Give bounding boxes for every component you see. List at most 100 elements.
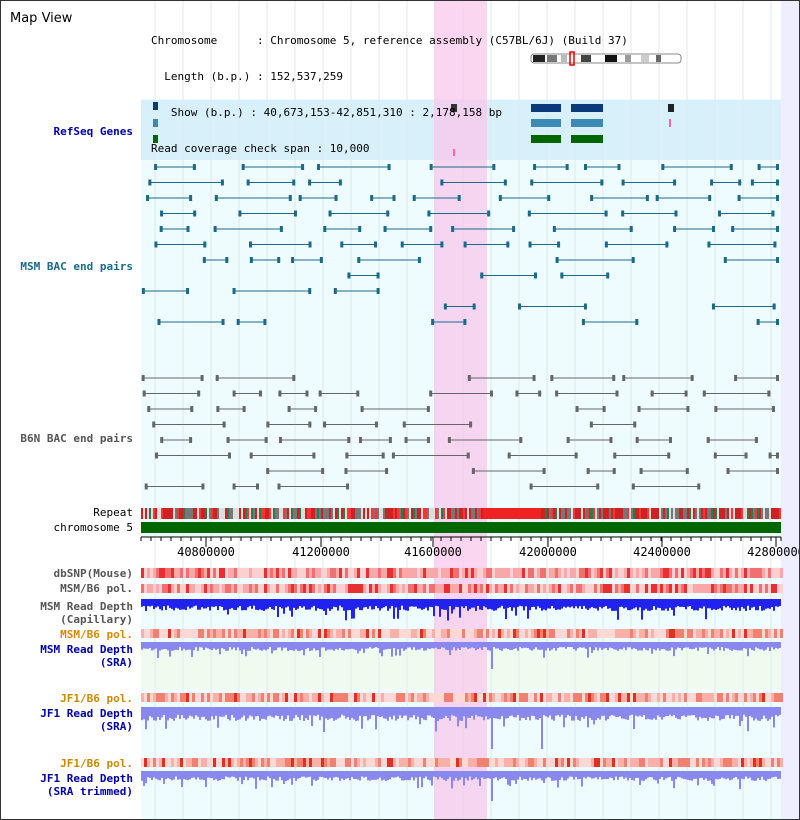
msm-b6-pol-2-cell: [375, 629, 378, 638]
track-label-msm-depth-capillary[interactable]: MSM Read Depth (Capillary): [40, 600, 133, 626]
msm-depth-capillary-bar: [291, 599, 293, 617]
msm-depth-sra-bar: [375, 642, 377, 647]
dbsnp-cell: [318, 568, 321, 578]
msm-depth-capillary-bar: [359, 599, 361, 611]
msm-bac-pair-end: [533, 272, 537, 279]
jf1-b6-pol-2-cell: [702, 758, 705, 767]
msm-b6-pol-2-cell: [546, 629, 549, 638]
msm-depth-sra-bar: [681, 642, 683, 651]
jf1-depth-trimmed-bar: [227, 771, 229, 778]
track-label-dbsnp[interactable]: dbSNP(Mouse): [53, 567, 133, 580]
track-label-jf1-b6-pol-2[interactable]: JF1/B6 pol.: [60, 757, 133, 770]
jf1-depth-sra-bar: [381, 707, 383, 717]
repeat-segment: [731, 508, 733, 519]
jf1-depth-trimmed-bar: [287, 771, 289, 781]
jf1-depth-sra-bar: [337, 707, 339, 719]
jf1-depth-sra-bar: [681, 707, 683, 716]
jf1-depth-trimmed-bar: [587, 771, 589, 777]
dbsnp-cell: [582, 568, 585, 578]
jf1-depth-sra-bar: [521, 707, 523, 718]
b6n-bac-pair-end: [255, 483, 259, 490]
msm-depth-sra-bar: [151, 642, 153, 651]
msm-depth-capillary-bar: [611, 599, 613, 611]
track-label-msm-b6-pol-2[interactable]: MSM/B6 pol.: [60, 628, 133, 641]
jf1-depth-sra-bar: [669, 707, 671, 715]
msm-depth-sra-bar: [741, 642, 743, 651]
b6n-bac-pair-end: [142, 390, 146, 397]
dbsnp-cell: [447, 568, 450, 578]
jf1-b6-pol-cell: [639, 693, 642, 702]
repeat-segment: [385, 508, 387, 519]
track-label-refseq[interactable]: RefSeq Genes: [53, 125, 133, 138]
jf1-b6-pol-2-cell: [165, 758, 168, 767]
jf1-depth-trimmed-bar: [661, 771, 663, 777]
jf1-b6-pol-2-cell: [264, 758, 267, 767]
jf1-depth-trimmed-bar: [747, 771, 749, 779]
msm-depth-capillary-bar: [315, 599, 317, 611]
jf1-b6-pol-cell: [474, 693, 477, 702]
msm-depth-capillary-bar: [733, 599, 735, 609]
jf1-depth-trimmed-bar: [297, 771, 299, 779]
dbsnp-cell: [639, 568, 642, 578]
track-label-jf1-depth-sra[interactable]: JF1 Read Depth (SRA): [40, 707, 133, 733]
msm-b6-pol-cell: [624, 584, 627, 593]
jf1-depth-trimmed-bar: [655, 771, 657, 781]
msm-b6-pol-2-cell: [744, 629, 747, 638]
msm-depth-capillary-bar: [297, 599, 299, 609]
dbsnp-cell: [459, 568, 462, 578]
track-label-jf1-b6-pol-1[interactable]: JF1/B6 pol.: [60, 692, 133, 705]
msm-b6-pol-cell: [216, 584, 219, 593]
msm-depth-capillary-bar: [751, 599, 753, 608]
msm-depth-sra-bar: [411, 642, 413, 650]
jf1-b6-pol-2-cell: [513, 758, 516, 767]
track-label-msm-depth-sra[interactable]: MSM Read Depth (SRA): [40, 643, 133, 669]
b6n-bac-pair-end: [668, 437, 672, 443]
msm-depth-sra-bar: [553, 642, 555, 648]
msm-depth-capillary-bar: [675, 599, 677, 608]
b6n-bac-pair-end: [702, 390, 706, 397]
dbsnp-cell: [162, 568, 165, 578]
msm-depth-capillary-bar: [567, 599, 569, 607]
msm-b6-pol-cell: [252, 584, 255, 593]
dbsnp-cell: [237, 568, 240, 578]
jf1-b6-pol-cell: [390, 693, 393, 702]
jf1-b6-pol-2-cell: [171, 758, 174, 767]
jf1-b6-pol-cell: [702, 693, 705, 702]
track-label-msm-bac[interactable]: MSM BAC end pairs: [20, 260, 133, 273]
repeat-segment: [429, 508, 431, 519]
jf1-depth-trimmed-bar: [393, 771, 395, 778]
repeat-segment: [709, 508, 711, 519]
msm-depth-sra-bar: [181, 642, 183, 651]
jf1-b6-pol-cell: [744, 693, 747, 702]
msm-b6-pol-cell: [498, 584, 501, 593]
repeat-segment: [599, 508, 601, 519]
msm-depth-sra-bar: [217, 642, 219, 649]
jf1-b6-pol-2-cell: [654, 758, 657, 767]
dbsnp-cell: [648, 568, 651, 578]
repeat-segment: [221, 508, 223, 519]
jf1-depth-trimmed-bar: [769, 771, 771, 779]
msm-depth-sra-bar: [419, 642, 421, 650]
repeat-segment: [257, 508, 259, 519]
jf1-depth-trimmed-bar: [275, 771, 277, 781]
msm-depth-sra-bar: [597, 642, 599, 651]
dbsnp-cell: [726, 568, 729, 578]
jf1-depth-trimmed-bar: [707, 771, 709, 781]
jf1-depth-trimmed-bar: [765, 771, 767, 781]
jf1-depth-sra-bar: [243, 707, 245, 716]
msm-bac-pair-end: [629, 226, 633, 232]
jf1-depth-sra-bar: [705, 707, 707, 718]
jf1-depth-trimmed-bar: [527, 771, 529, 781]
msm-b6-pol-cell: [504, 584, 507, 593]
track-label-jf1-depth-trimmed[interactable]: JF1 Read Depth (SRA trimmed): [40, 772, 133, 798]
b6n-bac-pair-end: [200, 375, 204, 381]
msm-depth-capillary-bar: [423, 599, 425, 609]
track-label-b6n-bac[interactable]: B6N BAC end pairs: [20, 432, 133, 445]
jf1-depth-trimmed-bar: [365, 771, 367, 777]
msm-depth-capillary-bar: [407, 599, 409, 611]
msm-depth-sra-bar: [601, 642, 603, 650]
repeat-segment: [657, 508, 659, 519]
track-label-msm-b6-pol-1[interactable]: MSM/B6 pol.: [60, 582, 133, 595]
dbsnp-cell: [495, 568, 498, 578]
msm-bac-pair-end: [440, 179, 444, 186]
